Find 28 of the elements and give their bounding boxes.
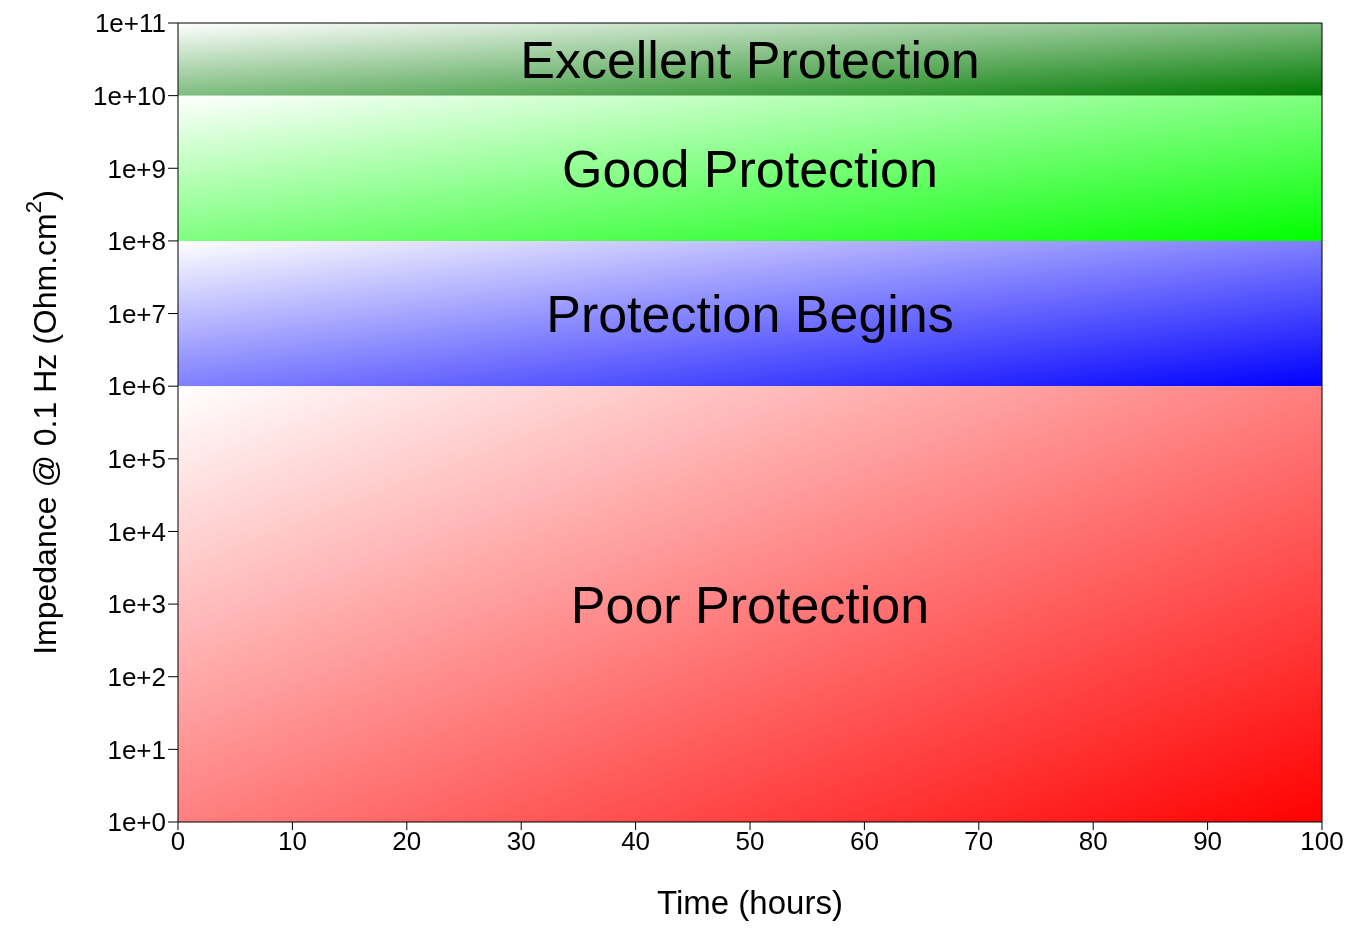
x-tick-label: 60 xyxy=(849,826,879,857)
y-tick-label: 1e+3 xyxy=(107,589,166,620)
x-tick-label: 100 xyxy=(1300,826,1344,857)
x-tick-label: 10 xyxy=(277,826,307,857)
x-axis-title: Time (hours) xyxy=(657,884,843,921)
x-tick-label: 80 xyxy=(1078,826,1108,857)
x-tick-label: 50 xyxy=(735,826,765,857)
band-label: Poor Protection xyxy=(570,575,930,634)
band-label: Excellent Protection xyxy=(520,30,980,89)
y-tick-label: 1e+4 xyxy=(107,516,166,547)
x-tick-label: 70 xyxy=(964,826,994,857)
x-tick-label: 0 xyxy=(170,826,186,857)
y-tick-label: 1e+0 xyxy=(107,807,166,838)
x-tick-label: 30 xyxy=(506,826,536,857)
y-tick-label: 1e+7 xyxy=(107,298,166,329)
y-tick-label: 1e+1 xyxy=(107,734,166,765)
y-tick-label: 1e+2 xyxy=(107,661,166,692)
y-tick-label: 1e+11 xyxy=(94,8,166,39)
y-tick-label: 1e+5 xyxy=(107,444,166,475)
y-tick-label: 1e+8 xyxy=(107,226,166,257)
x-tick-label: 20 xyxy=(392,826,422,857)
band-label: Good Protection xyxy=(562,139,938,198)
x-tick-label: 40 xyxy=(621,826,651,857)
x-tick-label: 90 xyxy=(1193,826,1223,857)
y-tick-label: 1e+9 xyxy=(107,153,166,184)
y-tick-label: 1e+6 xyxy=(107,371,166,402)
band-label: Protection Begins xyxy=(546,285,954,344)
y-tick-label: 1e+10 xyxy=(92,80,166,111)
